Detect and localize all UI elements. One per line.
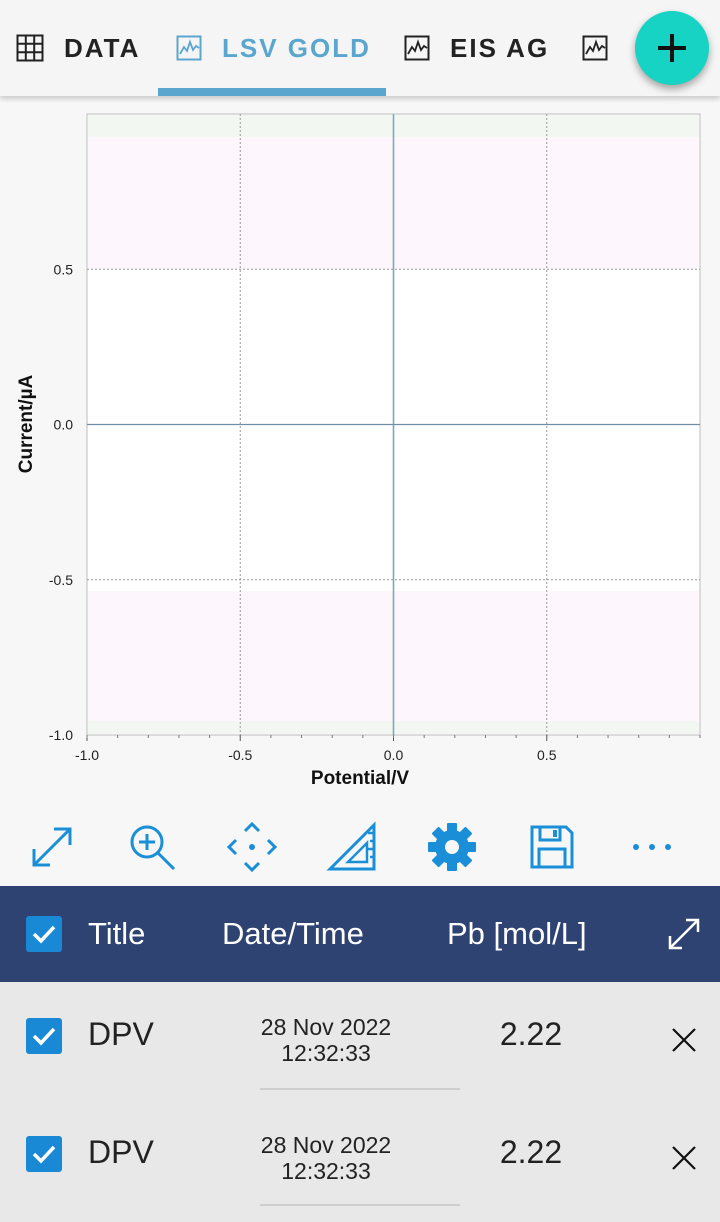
tab-bar: DATA LSV GOLD EIS AG: [0, 0, 720, 96]
settings-button[interactable]: [422, 817, 482, 877]
row-divider: [260, 1088, 460, 1090]
expand-icon: [32, 827, 72, 867]
select-all-checkbox[interactable]: [26, 916, 62, 952]
chart-area[interactable]: -1.0 -0.5 0.0 0.5 0.5 0.0 -0.5 -1.0 Potential/V…: [0, 96, 720, 808]
zoom-in-button[interactable]: [122, 817, 182, 877]
expand-table-button[interactable]: [666, 916, 702, 957]
column-header-datetime[interactable]: Date/Time: [222, 916, 364, 951]
chart-toolbar: [0, 808, 720, 886]
row-divider: [260, 1204, 460, 1206]
row-time: 12:32:33: [281, 1040, 371, 1066]
pan-icon: [226, 821, 278, 873]
row-time: 12:32:33: [281, 1158, 371, 1184]
settings-icon: [428, 823, 476, 871]
row-value: 2.22: [499, 1134, 563, 1170]
y-tick-label: -0.5: [49, 572, 73, 588]
expand-button[interactable]: [22, 817, 82, 877]
x-tick-label: 0.0: [384, 747, 404, 763]
delete-row-button[interactable]: [664, 1020, 704, 1060]
pan-button[interactable]: [222, 817, 282, 877]
tab-more-chart[interactable]: [582, 0, 628, 96]
y-tick-label: 0.5: [54, 261, 74, 277]
chart-icon: [582, 35, 608, 61]
table-row[interactable]: DPV 28 Nov 2022 12:32:33 2.22: [0, 982, 720, 1100]
chart-icon: [176, 35, 202, 61]
column-header-title[interactable]: Title: [88, 916, 146, 951]
checkmark-icon: [32, 1145, 56, 1164]
row-date: 28 Nov 2022: [260, 1014, 392, 1040]
save-button[interactable]: [522, 817, 582, 877]
x-tick-label: 0.5: [537, 747, 557, 763]
row-datetime: 28 Nov 2022 12:32:33: [226, 1132, 426, 1184]
plus-icon: [658, 34, 686, 62]
ruler-button[interactable]: [322, 817, 382, 877]
more-icon: [633, 844, 671, 850]
add-button[interactable]: [635, 11, 709, 85]
checkmark-icon: [32, 925, 56, 944]
row-value: 2.22: [499, 1016, 563, 1052]
delete-row-button[interactable]: [664, 1138, 704, 1178]
tab-lsv-gold[interactable]: LSV GOLD: [176, 0, 371, 96]
row-title: DPV: [88, 1016, 154, 1052]
tab-label: DATA: [64, 32, 141, 63]
row-datetime: 28 Nov 2022 12:32:33: [226, 1014, 426, 1066]
y-axis-label: Current/µA: [16, 374, 37, 473]
tab-label: EIS AG: [450, 32, 550, 63]
expand-icon: [668, 918, 700, 950]
more-button[interactable]: [622, 817, 682, 877]
table-header: Title Date/Time Pb [mol/L]: [0, 886, 720, 982]
row-checkbox[interactable]: [26, 1018, 62, 1054]
row-title: DPV: [88, 1134, 154, 1170]
y-tick-label: 0.0: [54, 417, 74, 433]
ruler-icon: [326, 821, 376, 871]
close-icon: [672, 1146, 696, 1170]
row-checkbox[interactable]: [26, 1136, 62, 1172]
chart-icon: [404, 35, 430, 61]
row-date: 28 Nov 2022: [260, 1132, 392, 1158]
x-tick-label: -1.0: [75, 747, 99, 763]
grid-icon: [16, 34, 44, 62]
save-icon: [530, 825, 574, 869]
tab-label: LSV GOLD: [222, 32, 371, 63]
active-tab-indicator: [158, 88, 386, 96]
table-row[interactable]: DPV 28 Nov 2022 12:32:33 2.22: [0, 1100, 720, 1218]
tab-data[interactable]: DATA: [16, 0, 140, 96]
column-header-value[interactable]: Pb [mol/L]: [447, 916, 587, 951]
tab-eis-ag[interactable]: EIS AG: [404, 0, 549, 96]
close-icon: [672, 1028, 696, 1052]
chart[interactable]: -1.0 -0.5 0.0 0.5 0.5 0.0 -0.5 -1.0 Potential/V…: [0, 96, 720, 808]
x-axis-label: Potential/V: [311, 768, 410, 789]
x-tick-label: -0.5: [228, 747, 252, 763]
zoom-in-icon: [130, 825, 176, 871]
checkmark-icon: [32, 1027, 56, 1046]
y-tick-label: -1.0: [49, 727, 73, 743]
